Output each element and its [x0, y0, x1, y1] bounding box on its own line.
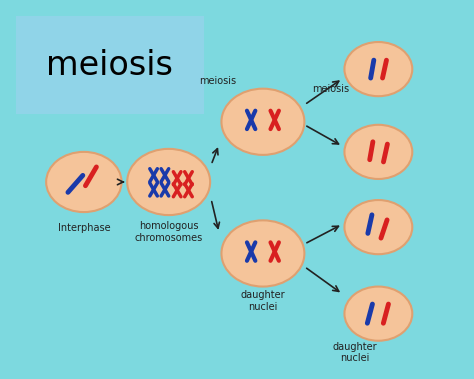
- Text: daughter
nuclei: daughter nuclei: [332, 342, 377, 363]
- Ellipse shape: [221, 220, 304, 287]
- Ellipse shape: [127, 149, 210, 215]
- FancyBboxPatch shape: [16, 16, 204, 114]
- Ellipse shape: [345, 200, 412, 254]
- Ellipse shape: [345, 125, 412, 179]
- Ellipse shape: [46, 152, 121, 212]
- Ellipse shape: [345, 287, 412, 341]
- Text: meiosis: meiosis: [200, 76, 237, 86]
- Text: meiosis: meiosis: [312, 83, 349, 94]
- Ellipse shape: [345, 42, 412, 96]
- Text: Interphase: Interphase: [57, 223, 110, 233]
- Ellipse shape: [221, 89, 304, 155]
- Text: meiosis: meiosis: [46, 49, 173, 82]
- Text: daughter
nuclei: daughter nuclei: [241, 290, 285, 312]
- Text: homologous
chromosomes: homologous chromosomes: [135, 221, 203, 243]
